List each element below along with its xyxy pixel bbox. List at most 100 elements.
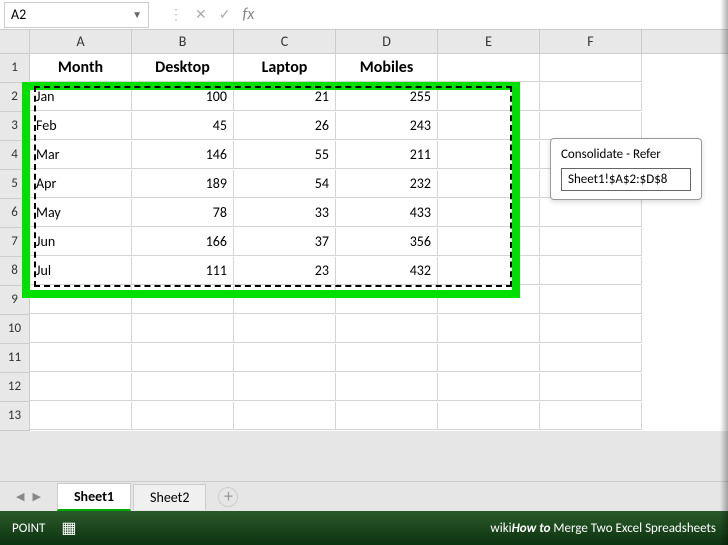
cell-d11[interactable] — [336, 344, 438, 372]
cell-e2[interactable] — [438, 83, 540, 111]
cell-b1[interactable]: Desktop — [132, 54, 234, 82]
cell-a3[interactable]: Feb — [30, 112, 132, 140]
cell-b10[interactable] — [132, 315, 234, 343]
cell-a13[interactable] — [30, 402, 132, 430]
cell-a8[interactable]: Jul — [30, 257, 132, 285]
name-box-dropdown-icon[interactable]: ▼ — [132, 8, 142, 21]
cell-a11[interactable] — [30, 344, 132, 372]
cell-b11[interactable] — [132, 344, 234, 372]
row-header-8[interactable]: 8 — [0, 257, 30, 286]
cell-a4[interactable]: Mar — [30, 141, 132, 169]
col-header-e[interactable]: E — [438, 30, 540, 53]
cell-c9[interactable] — [234, 286, 336, 314]
cell-c11[interactable] — [234, 344, 336, 372]
spreadsheet-grid[interactable]: A B C D E F 1 Month Desktop Laptop Mobil… — [0, 30, 728, 431]
cell-d8[interactable]: 432 — [336, 257, 438, 285]
cell-d3[interactable]: 243 — [336, 112, 438, 140]
cell-c12[interactable] — [234, 373, 336, 401]
cell-b13[interactable] — [132, 402, 234, 430]
cell-e9[interactable] — [438, 286, 540, 314]
cell-b6[interactable]: 78 — [132, 199, 234, 227]
cell-f7[interactable] — [540, 228, 642, 256]
cell-e12[interactable] — [438, 373, 540, 401]
cell-c2[interactable]: 21 — [234, 83, 336, 111]
cell-d7[interactable]: 356 — [336, 228, 438, 256]
cell-f13[interactable] — [540, 402, 642, 430]
cell-a6[interactable]: May — [30, 199, 132, 227]
cell-b9[interactable] — [132, 286, 234, 314]
cell-e13[interactable] — [438, 402, 540, 430]
cell-a5[interactable]: Apr — [30, 170, 132, 198]
cell-b12[interactable] — [132, 373, 234, 401]
cell-b7[interactable]: 166 — [132, 228, 234, 256]
row-header-3[interactable]: 3 — [0, 112, 30, 141]
col-header-d[interactable]: D — [336, 30, 438, 53]
row-header-4[interactable]: 4 — [0, 141, 30, 170]
cell-a10[interactable] — [30, 315, 132, 343]
tab-sheet2[interactable]: Sheet2 — [133, 484, 206, 510]
cell-e5[interactable] — [438, 170, 540, 198]
cell-d13[interactable] — [336, 402, 438, 430]
cell-c10[interactable] — [234, 315, 336, 343]
col-header-b[interactable]: B — [132, 30, 234, 53]
name-box[interactable]: A2 ▼ — [4, 2, 149, 28]
cell-d4[interactable]: 211 — [336, 141, 438, 169]
tab-sheet1[interactable]: Sheet1 — [57, 483, 131, 511]
consolidate-dialog[interactable]: Consolidate - Refer Sheet1!$A$2:$D$8 — [550, 138, 702, 200]
cell-c3[interactable]: 26 — [234, 112, 336, 140]
select-all-corner[interactable] — [0, 30, 30, 53]
cell-f9[interactable] — [540, 286, 642, 314]
cell-b8[interactable]: 111 — [132, 257, 234, 285]
cell-b3[interactable]: 45 — [132, 112, 234, 140]
cell-a12[interactable] — [30, 373, 132, 401]
cell-c4[interactable]: 55 — [234, 141, 336, 169]
row-header-7[interactable]: 7 — [0, 228, 30, 257]
cell-f10[interactable] — [540, 315, 642, 343]
cell-d5[interactable]: 232 — [336, 170, 438, 198]
row-header-6[interactable]: 6 — [0, 199, 30, 228]
cell-b4[interactable]: 146 — [132, 141, 234, 169]
cell-c6[interactable]: 33 — [234, 199, 336, 227]
cell-f2[interactable] — [540, 83, 642, 111]
cell-c8[interactable]: 23 — [234, 257, 336, 285]
col-header-f[interactable]: F — [540, 30, 642, 53]
row-header-2[interactable]: 2 — [0, 83, 30, 112]
row-header-5[interactable]: 5 — [0, 170, 30, 199]
cell-e4[interactable] — [438, 141, 540, 169]
cell-e8[interactable] — [438, 257, 540, 285]
cell-e1[interactable] — [438, 54, 540, 82]
cell-a2[interactable]: Jan — [30, 83, 132, 111]
row-header-12[interactable]: 12 — [0, 373, 30, 402]
row-header-13[interactable]: 13 — [0, 402, 30, 431]
cell-c5[interactable]: 54 — [234, 170, 336, 198]
cell-f3[interactable] — [540, 112, 642, 140]
cell-a1[interactable]: Month — [30, 54, 132, 82]
cell-c13[interactable] — [234, 402, 336, 430]
cell-c7[interactable]: 37 — [234, 228, 336, 256]
cell-f8[interactable] — [540, 257, 642, 285]
cell-a7[interactable]: Jun — [30, 228, 132, 256]
cell-a9[interactable] — [30, 286, 132, 314]
cell-d2[interactable]: 255 — [336, 83, 438, 111]
macro-icon[interactable]: ▦ — [61, 518, 76, 538]
cell-b5[interactable]: 189 — [132, 170, 234, 198]
confirm-icon[interactable]: ✓ — [219, 6, 231, 23]
reference-input[interactable]: Sheet1!$A$2:$D$8 — [561, 168, 691, 191]
row-header-1[interactable]: 1 — [0, 54, 30, 83]
cell-e10[interactable] — [438, 315, 540, 343]
row-header-11[interactable]: 11 — [0, 344, 30, 373]
cell-f12[interactable] — [540, 373, 642, 401]
row-header-9[interactable]: 9 — [0, 286, 30, 315]
col-header-a[interactable]: A — [30, 30, 132, 53]
cell-b2[interactable]: 100 — [132, 83, 234, 111]
cell-e3[interactable] — [438, 112, 540, 140]
cell-c1[interactable]: Laptop — [234, 54, 336, 82]
tab-next-icon[interactable]: ▶ — [32, 490, 40, 503]
tab-prev-icon[interactable]: ◀ — [16, 490, 24, 503]
col-header-c[interactable]: C — [234, 30, 336, 53]
cell-e11[interactable] — [438, 344, 540, 372]
cell-f11[interactable] — [540, 344, 642, 372]
cell-d1[interactable]: Mobiles — [336, 54, 438, 82]
cell-d9[interactable] — [336, 286, 438, 314]
row-header-10[interactable]: 10 — [0, 315, 30, 344]
